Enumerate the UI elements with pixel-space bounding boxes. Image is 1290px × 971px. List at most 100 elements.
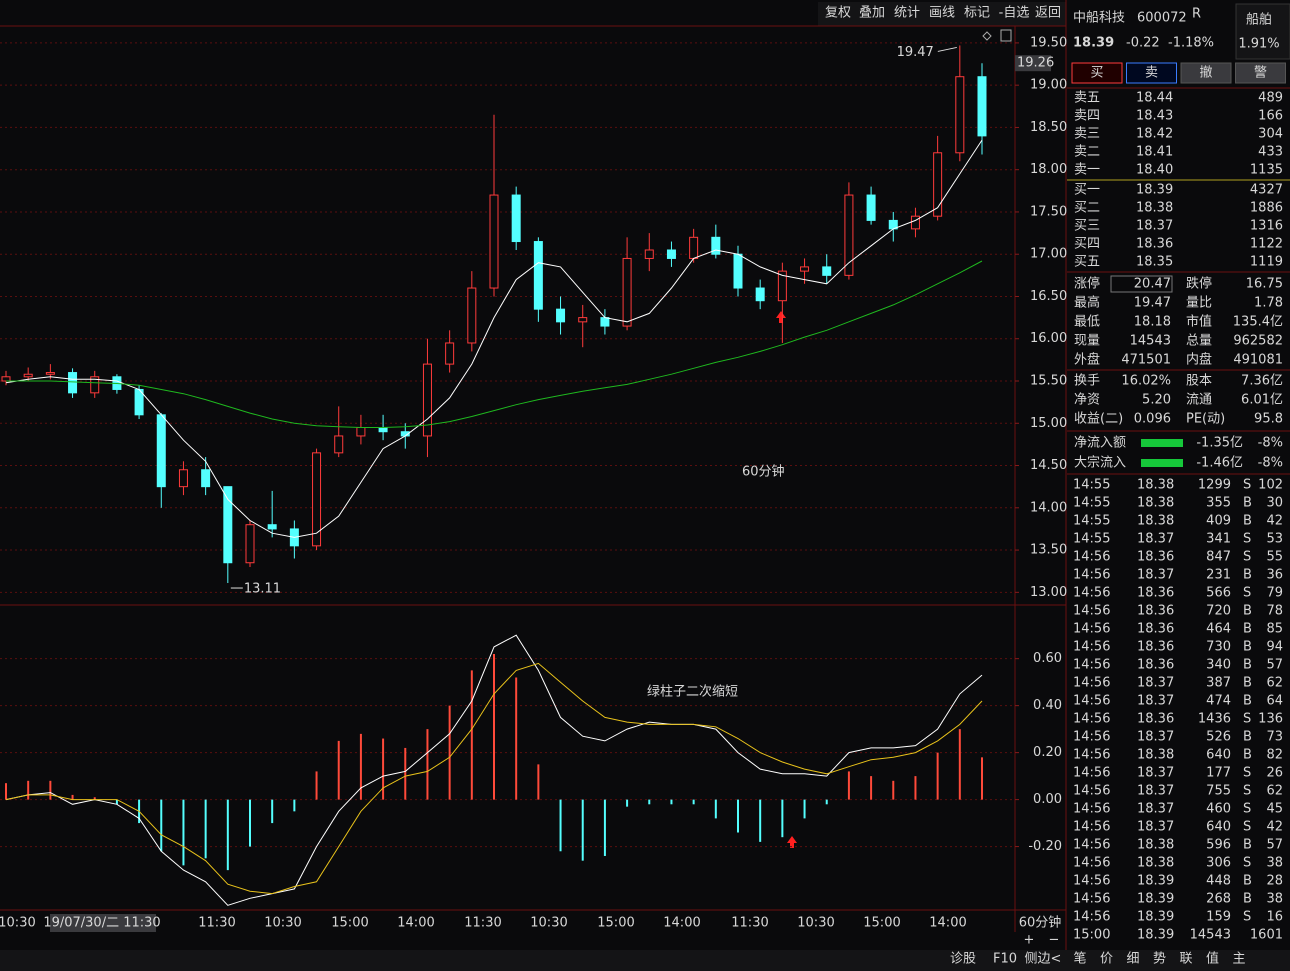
trade-button-bg[interactable] <box>1071 62 1123 84</box>
bottom-link[interactable]: 诊股 <box>950 952 976 967</box>
tick-count: 36 <box>1266 568 1283 583</box>
tick-time: 14:56 <box>1073 586 1110 601</box>
price-change: -0.22 <box>1126 36 1160 51</box>
book-label: 买四 <box>1074 237 1100 252</box>
candle-body <box>600 317 610 327</box>
side-tab[interactable]: 值 <box>1206 951 1219 967</box>
stat-value: 1.78 <box>1254 296 1283 311</box>
candle-body <box>312 452 322 547</box>
tick-side: S <box>1243 820 1251 835</box>
tick-time: 14:56 <box>1073 802 1110 817</box>
tick-volume: 464 <box>1206 622 1231 637</box>
trade-button[interactable]: 撤 <box>1199 65 1212 81</box>
tick-count: 30 <box>1266 496 1283 511</box>
tick-price: 18.38 <box>1137 856 1174 871</box>
tick-count: 42 <box>1266 514 1283 529</box>
stat-label: 股本 <box>1186 374 1212 389</box>
trade-button[interactable]: 卖 <box>1145 66 1158 81</box>
toolbar-button[interactable]: 统计 <box>894 6 920 21</box>
tick-time: 14:56 <box>1073 640 1110 655</box>
tick-side: B <box>1243 874 1252 889</box>
candle-body <box>245 524 255 564</box>
stat-value: 491081 <box>1233 353 1283 368</box>
candle-body <box>1 376 11 382</box>
toolbar-button[interactable]: 叠加 <box>859 6 885 21</box>
x-tick-label: 10:30 <box>0 916 36 931</box>
tick-volume: 231 <box>1206 568 1231 583</box>
zoom-in[interactable]: + <box>1024 933 1035 948</box>
stat-label: 内盘 <box>1186 352 1212 368</box>
stat-label: 最高 <box>1074 295 1100 311</box>
sector-pct: 1.91% <box>1238 37 1279 52</box>
tick-price: 18.36 <box>1137 712 1174 727</box>
tick-count: 53 <box>1266 532 1283 547</box>
book-price: 18.38 <box>1136 201 1173 216</box>
stock-flag: R <box>1192 7 1201 22</box>
x-tick-label: 15:00 <box>331 916 368 931</box>
bottom-link[interactable]: F10 <box>993 952 1017 967</box>
tick-price: 18.38 <box>1137 748 1174 763</box>
tick-price: 18.38 <box>1137 478 1174 493</box>
candle-body <box>866 194 876 221</box>
trade-button[interactable]: 警 <box>1254 65 1267 81</box>
tick-price: 18.37 <box>1137 568 1174 583</box>
tick-price: 18.36 <box>1137 586 1174 601</box>
flow-pct: -8% <box>1258 436 1283 451</box>
flow-pct: -8% <box>1258 456 1283 471</box>
tick-price: 18.37 <box>1137 730 1174 745</box>
trade-button-bg[interactable] <box>1126 62 1177 84</box>
book-volume: 489 <box>1258 91 1283 106</box>
candle-body <box>800 266 810 272</box>
last-price-label: 19.26 <box>1017 56 1054 71</box>
y-tick-label: 19.00 <box>1030 78 1067 93</box>
candle-body <box>378 426 388 433</box>
toolbar-button[interactable]: 画线 <box>929 6 955 21</box>
tick-time: 14:56 <box>1073 910 1110 925</box>
book-price: 18.37 <box>1136 219 1173 234</box>
tick-volume: 1299 <box>1198 478 1231 493</box>
toolbar-button[interactable]: 复权 <box>825 5 851 21</box>
tick-count: 28 <box>1266 874 1283 889</box>
stat-value: 16.75 <box>1246 277 1283 292</box>
tick-volume: 474 <box>1206 694 1231 709</box>
trade-button[interactable]: 买 <box>1090 66 1103 81</box>
bottom-link[interactable]: 侧边< <box>1025 952 1062 967</box>
high-label: 19.47 <box>897 45 934 60</box>
toolbar-button[interactable]: -自选 <box>999 6 1030 21</box>
stat-value: 20.47 <box>1134 277 1171 292</box>
trade-button-bg[interactable] <box>1180 62 1232 84</box>
candle-body <box>666 249 676 259</box>
tick-volume: 596 <box>1206 838 1231 853</box>
zoom-out[interactable]: − <box>1049 933 1060 948</box>
chart-annotation: 60分钟 <box>742 464 785 480</box>
sector-name: 船舶 <box>1246 12 1272 28</box>
stat-label: 涨停 <box>1074 276 1100 292</box>
x-tick-label: 14:00 <box>397 916 434 931</box>
tick-volume: 1436 <box>1198 712 1231 727</box>
tick-volume: 720 <box>1206 604 1231 619</box>
tick-side: B <box>1243 892 1252 907</box>
side-tab[interactable]: 细 <box>1126 952 1139 967</box>
book-volume: 1119 <box>1250 255 1283 270</box>
tick-count: 1601 <box>1250 928 1283 943</box>
stat-value: 18.18 <box>1134 315 1171 330</box>
toolbar-button[interactable]: 标记 <box>964 6 990 21</box>
y-tick-label: 0.00 <box>1033 792 1062 807</box>
candle-body <box>68 372 78 394</box>
trade-button-bg[interactable] <box>1235 62 1286 84</box>
tick-side: B <box>1243 640 1252 655</box>
tick-price: 18.37 <box>1137 784 1174 799</box>
tick-time: 14:55 <box>1073 496 1110 511</box>
side-tab[interactable]: 联 <box>1179 952 1192 967</box>
y-tick-label: 17.00 <box>1030 247 1067 262</box>
candle-body <box>422 363 432 437</box>
side-tab[interactable]: 势 <box>1153 951 1166 967</box>
side-tab[interactable]: 价 <box>1100 952 1113 967</box>
x-tick-label: 10:30 <box>264 916 301 931</box>
side-tab[interactable]: 主 <box>1232 952 1245 967</box>
side-tab[interactable]: 笔 <box>1073 951 1086 967</box>
tick-time: 14:56 <box>1073 694 1110 709</box>
tick-count: 85 <box>1266 622 1283 637</box>
stat-value: 5.20 <box>1142 393 1171 408</box>
toolbar-button[interactable]: 返回 <box>1035 6 1061 21</box>
